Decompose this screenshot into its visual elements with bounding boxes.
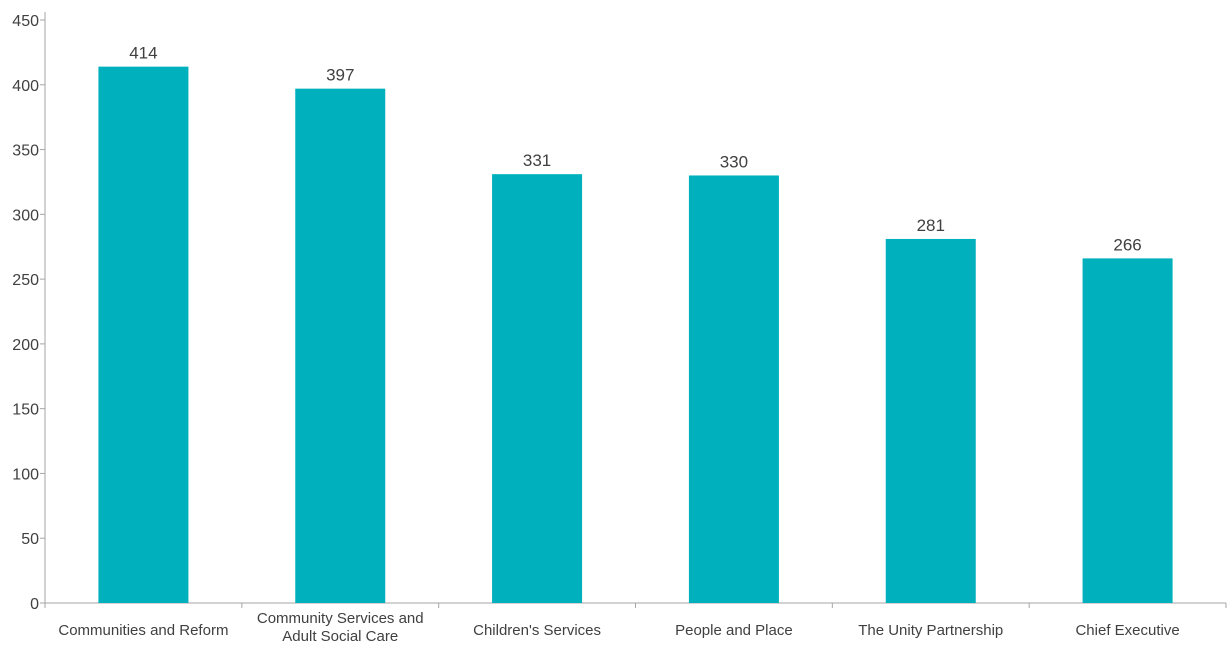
y-tick-label: 100 bbox=[12, 466, 39, 483]
data-label: 330 bbox=[720, 152, 748, 171]
bar bbox=[98, 66, 189, 603]
y-tick-label: 350 bbox=[12, 143, 39, 160]
category-label: Communities and Reform bbox=[58, 622, 228, 639]
category-label: People and Place bbox=[675, 622, 793, 639]
bar bbox=[1082, 258, 1173, 603]
y-tick-label: 150 bbox=[12, 402, 39, 419]
bars bbox=[98, 66, 1173, 604]
y-tick-label: 0 bbox=[30, 596, 39, 613]
y-tick-label: 50 bbox=[21, 531, 39, 548]
data-label: 397 bbox=[326, 66, 354, 85]
y-tick-label: 300 bbox=[12, 207, 39, 224]
category-label: The Unity Partnership bbox=[858, 622, 1003, 639]
data-label: 281 bbox=[917, 216, 945, 235]
data-label: 414 bbox=[129, 44, 157, 63]
bar bbox=[688, 175, 779, 603]
bar bbox=[295, 88, 386, 604]
y-tick-label: 400 bbox=[12, 78, 39, 95]
data-label: 331 bbox=[523, 151, 551, 170]
category-label: Community Services and Adult Social Care bbox=[257, 610, 424, 645]
y-tick-label: 200 bbox=[12, 337, 39, 354]
y-axis: 0 50 100 150 200 250 300 350 400 450 bbox=[12, 12, 46, 613]
x-axis bbox=[44, 602, 1227, 608]
category-label: Chief Executive bbox=[1075, 622, 1179, 639]
data-labels: 414 397 331 330 281 266 bbox=[129, 44, 1142, 255]
category-labels: Communities and Reform Community Services… bbox=[58, 610, 1179, 645]
data-label: 266 bbox=[1113, 235, 1141, 254]
category-label: Children's Services bbox=[473, 622, 601, 639]
bar bbox=[885, 238, 976, 603]
bar bbox=[492, 174, 583, 603]
y-tick-label: 450 bbox=[12, 13, 39, 30]
y-tick-label: 250 bbox=[12, 272, 39, 289]
